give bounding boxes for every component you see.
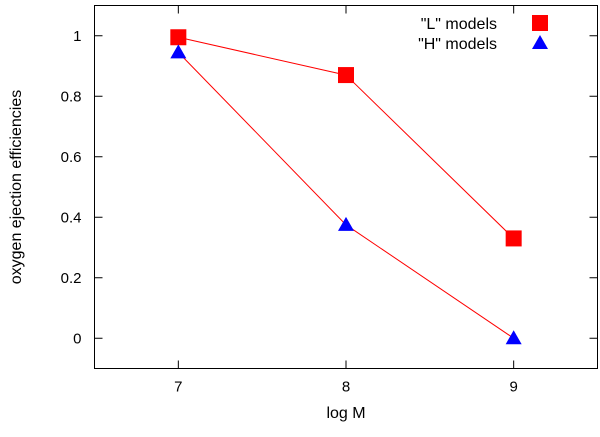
y-tick-label: 0.4: [61, 209, 82, 226]
legend: "L" models "H" models: [418, 15, 548, 53]
legend-label: "L" models: [421, 16, 497, 33]
y-tick-label: 0: [73, 330, 81, 347]
y-tick-label: 0.8: [61, 88, 82, 105]
x-tick-label: 7: [174, 379, 182, 396]
legend-marker: [532, 15, 548, 31]
y-tick-label: 0.2: [61, 270, 82, 287]
data-point-1: [170, 44, 187, 59]
y-axis-label: oxygen ejection efficiencies: [8, 90, 25, 285]
x-tick-label: 9: [509, 379, 517, 396]
data-point-1: [505, 330, 522, 345]
plot-frame: [94, 5, 598, 369]
data-point-0: [505, 230, 522, 247]
y-tick-label: 1: [73, 28, 81, 45]
data-point-0: [170, 29, 187, 46]
legend-marker: [532, 35, 548, 49]
data-point-1: [338, 216, 354, 231]
x-tick-label: 8: [342, 379, 350, 396]
legend-label: "H" models: [418, 36, 497, 53]
y-tick-label: 0.6: [61, 149, 82, 166]
x-axis-label: log M: [326, 405, 365, 422]
data-point-0: [338, 67, 354, 84]
series-line-1: [177, 52, 514, 339]
